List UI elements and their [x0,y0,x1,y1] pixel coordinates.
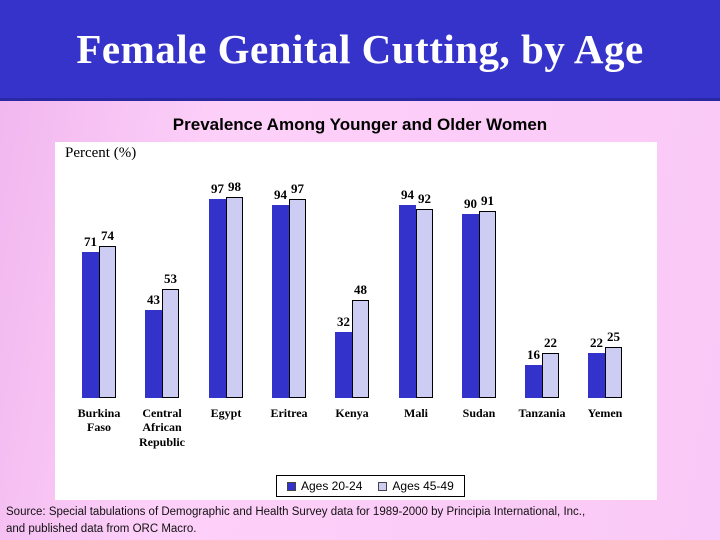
bar-value-label: 92 [418,191,431,206]
bar-value-label: 90 [464,196,477,211]
bar-ages-20-24-4 [335,332,352,398]
bar-ages-45-49-1 [162,289,179,398]
bar-value-label: 74 [101,228,114,243]
category-label: Central African Republic [138,406,185,449]
bar-ages-20-24-8 [588,353,605,398]
bar-ages-20-24-2 [209,199,226,398]
category-label: Egypt [210,406,242,420]
bar-value-label: 32 [337,314,350,329]
bar-value-label: 48 [354,282,367,297]
bar-ages-20-24-6 [462,214,479,398]
category-label: Kenya [335,406,369,420]
bar-value-label: 16 [527,347,540,362]
category-axis: Burkina Faso Central African Republic Egyp… [55,406,657,470]
bar-value-label: 25 [607,329,620,344]
source-note: Source: Special tabulations of Demograph… [6,504,585,537]
bar-ages-45-49-4 [352,300,369,398]
bar-value-label: 71 [84,234,97,249]
bar-ages-45-49-7 [542,353,559,398]
bar-value-label: 98 [228,179,241,194]
bar-ages-45-49-0 [99,246,116,398]
legend-label: Ages 20-24 [301,479,363,493]
legend: Ages 20-24 Ages 45-49 [276,475,465,497]
bar-ages-45-49-3 [289,199,306,398]
bar-ages-20-24-1 [145,310,162,398]
bar-ages-20-24-5 [399,205,416,398]
bar-value-label: 91 [481,193,494,208]
legend-label: Ages 45-49 [392,479,454,493]
category-label: Sudan [462,406,496,420]
category-label: Burkina Faso [77,406,121,435]
bar-value-label: 97 [211,181,224,196]
plot-area: 71 74 43 53 97 98 94 97 32 48 94 92 90 91 16 22 22 25 [55,142,657,398]
category-label: Yemen [587,406,623,420]
chart-panel: Percent (%) 71 74 43 53 97 98 94 97 32 48 94 92 90 91… [55,142,657,500]
bar-ages-45-49-5 [416,209,433,398]
bar-ages-20-24-3 [272,205,289,398]
title-band: Female Genital Cutting, by Age [0,0,720,101]
source-line-1: Source: Special tabulations of Demograph… [6,506,586,518]
bar-value-label: 43 [147,292,160,307]
category-label: Tanzania [518,406,566,420]
legend-swatch-icon [378,481,388,491]
category-label: Mali [404,406,428,420]
chart-subtitle: Prevalence Among Younger and Older Women [172,115,548,134]
legend-item: Ages 20-24 [287,479,362,493]
category-label: Eritrea [270,406,308,420]
bar-value-label: 94 [274,187,287,202]
bar-ages-20-24-0 [82,252,99,398]
bar-value-label: 22 [590,335,603,350]
bar-ages-20-24-7 [525,365,542,398]
bar-ages-45-49-2 [226,197,243,398]
bar-value-label: 53 [164,271,177,286]
source-line-2: and published data from ORC Macro. [6,522,197,535]
legend-swatch-icon [287,481,296,491]
bar-ages-45-49-8 [605,347,622,398]
bar-ages-45-49-6 [479,211,496,398]
bar-value-label: 22 [544,335,557,350]
slide-title: Female Genital Cutting, by Age [76,26,644,72]
y-axis-label: Percent (%) [65,145,137,161]
bar-value-label: 94 [401,187,414,202]
bar-value-label: 97 [291,181,304,196]
legend-item: Ages 45-49 [378,479,454,493]
